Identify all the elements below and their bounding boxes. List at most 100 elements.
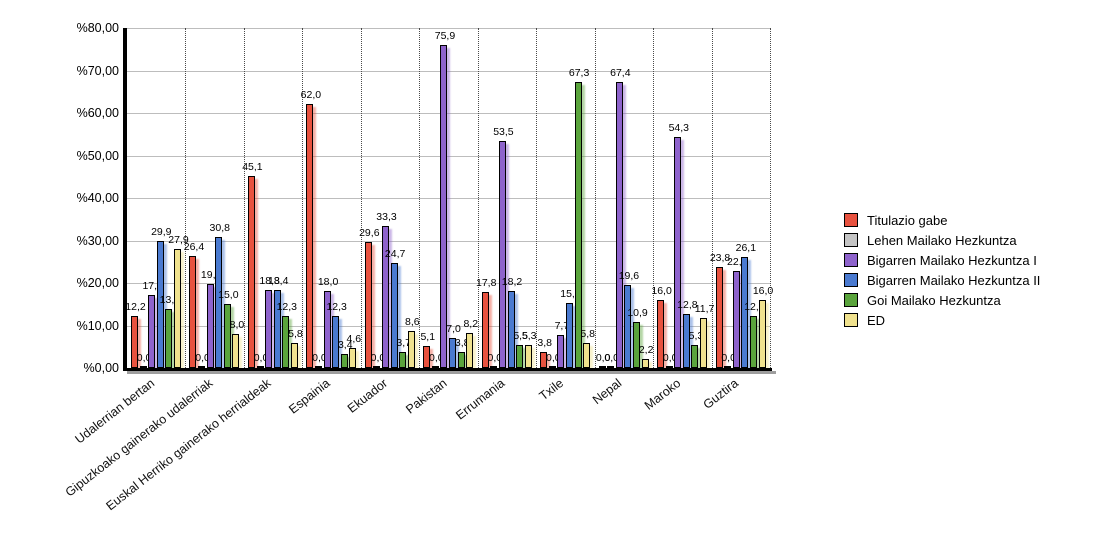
bar-value-label: 18,3	[259, 275, 280, 287]
legend: Titulazio gabe Lehen Mailako Hezkuntza Big…	[844, 213, 1040, 327]
legend-swatch-icon	[844, 313, 858, 327]
bar-value-label: 7,7	[554, 320, 570, 332]
bar	[565, 303, 573, 368]
gridline	[127, 113, 770, 114]
bar-value-label: 5,8	[288, 328, 303, 340]
bar-value-label: 0,0	[604, 352, 620, 364]
bar	[349, 348, 357, 368]
legend-label: Bigarren Mailako Hezkuntza I	[867, 252, 1037, 268]
bar	[206, 284, 214, 368]
category-label: Errumania	[453, 376, 508, 423]
bar	[382, 226, 390, 368]
bar	[548, 366, 556, 368]
category-label: Espainia	[285, 376, 333, 417]
bar-value-label: 27,9	[168, 234, 189, 246]
category-separator-line	[419, 28, 421, 368]
category-label: Txile	[536, 376, 567, 404]
legend-swatch-icon	[844, 253, 858, 267]
bar-value-label: 0,0	[136, 352, 152, 364]
x-axis-shadow	[127, 371, 776, 374]
bar	[373, 366, 381, 368]
bar	[332, 316, 340, 368]
x-axis-line	[123, 368, 772, 371]
bar	[282, 316, 290, 368]
bar	[290, 343, 298, 368]
bar	[306, 104, 314, 368]
bar-value-label: 11,7	[694, 303, 715, 315]
bar-value-label: 53,5	[493, 126, 514, 138]
gridline	[127, 70, 770, 72]
legend-label: Lehen Mailako Hezkuntza	[867, 232, 1017, 248]
bar-value-label: 24,7	[384, 248, 406, 260]
bar-value-label: 29,6	[359, 227, 380, 239]
bar	[232, 334, 240, 368]
bar	[607, 366, 615, 368]
bar	[440, 45, 448, 368]
legend-swatch-icon	[844, 273, 858, 287]
bar-value-label: 54,3	[668, 122, 689, 134]
bar-value-label: 0,0	[195, 352, 210, 364]
bar	[507, 291, 515, 368]
bar	[749, 316, 757, 368]
category-separator-line	[243, 28, 245, 368]
bar	[198, 366, 206, 368]
bar	[633, 322, 641, 368]
legend-label: Bigarren Mailako Hezkuntza II	[867, 272, 1041, 288]
bar-value-label: 5,3	[521, 330, 537, 342]
category-separator-line	[770, 28, 771, 368]
bar-value-label: 10,9	[627, 307, 648, 319]
bar-value-label: 0,0	[662, 352, 678, 364]
bar-value-label: 3,7	[396, 337, 412, 349]
legend-label: ED	[867, 312, 886, 328]
category-separator-line	[653, 28, 655, 368]
bar-value-label: 0,0	[595, 352, 611, 364]
bar	[481, 292, 489, 368]
bar-value-label: 3,8	[454, 337, 470, 349]
bar-value-label: 12,2	[125, 301, 146, 313]
bar-value-label: 5,5	[513, 330, 528, 342]
bar	[657, 300, 665, 368]
bar	[165, 309, 173, 368]
bar	[715, 267, 723, 368]
category-label: Ekuador	[345, 376, 391, 416]
bar	[524, 345, 532, 368]
bar	[457, 352, 465, 368]
bar	[139, 366, 147, 368]
bar	[314, 366, 322, 368]
category-separator-line	[477, 28, 479, 368]
bar-value-label: 0,0	[312, 352, 327, 364]
bar	[641, 359, 649, 368]
bar	[174, 249, 181, 368]
gridline	[127, 240, 770, 242]
bar-value-label: 29,9	[151, 226, 172, 238]
y-axis-tick-label: %80,00	[76, 21, 119, 35]
category-separator-line	[302, 28, 304, 368]
plot-area: 12,2 0,0 17,2 29,9 13,8 27,9 26,4 0,0 19,7 30,8 15…	[125, 28, 773, 368]
gridline	[127, 325, 770, 327]
category-separator-line	[594, 28, 596, 368]
bar	[449, 338, 457, 368]
bar	[340, 354, 348, 368]
bar	[758, 300, 766, 368]
bar	[223, 304, 231, 368]
category-label: Maroko	[641, 376, 683, 413]
legend-item: Goi Mailako Hezkuntza	[844, 293, 1040, 307]
y-axis-tick-label: %30,00	[76, 233, 119, 248]
bar	[189, 256, 197, 368]
bar	[247, 176, 255, 368]
bar-value-label: 7,0	[446, 323, 461, 335]
bar	[574, 82, 582, 368]
bar-value-label: 8,2	[463, 318, 479, 330]
bar-value-label: 4,6	[346, 333, 362, 345]
bar	[498, 141, 506, 368]
bar-value-label: 19,6	[618, 270, 640, 282]
bar-value-label: 8,6	[405, 316, 420, 328]
y-axis-line	[123, 28, 127, 371]
bar	[557, 335, 565, 368]
bar	[540, 352, 548, 368]
legend-item: Lehen Mailako Hezkuntza	[844, 233, 1040, 247]
legend-label: Titulazio gabe	[867, 212, 948, 228]
bar	[256, 366, 264, 368]
bar-value-label: 67,4	[610, 67, 631, 79]
bar-value-label: 18,2	[501, 276, 523, 288]
